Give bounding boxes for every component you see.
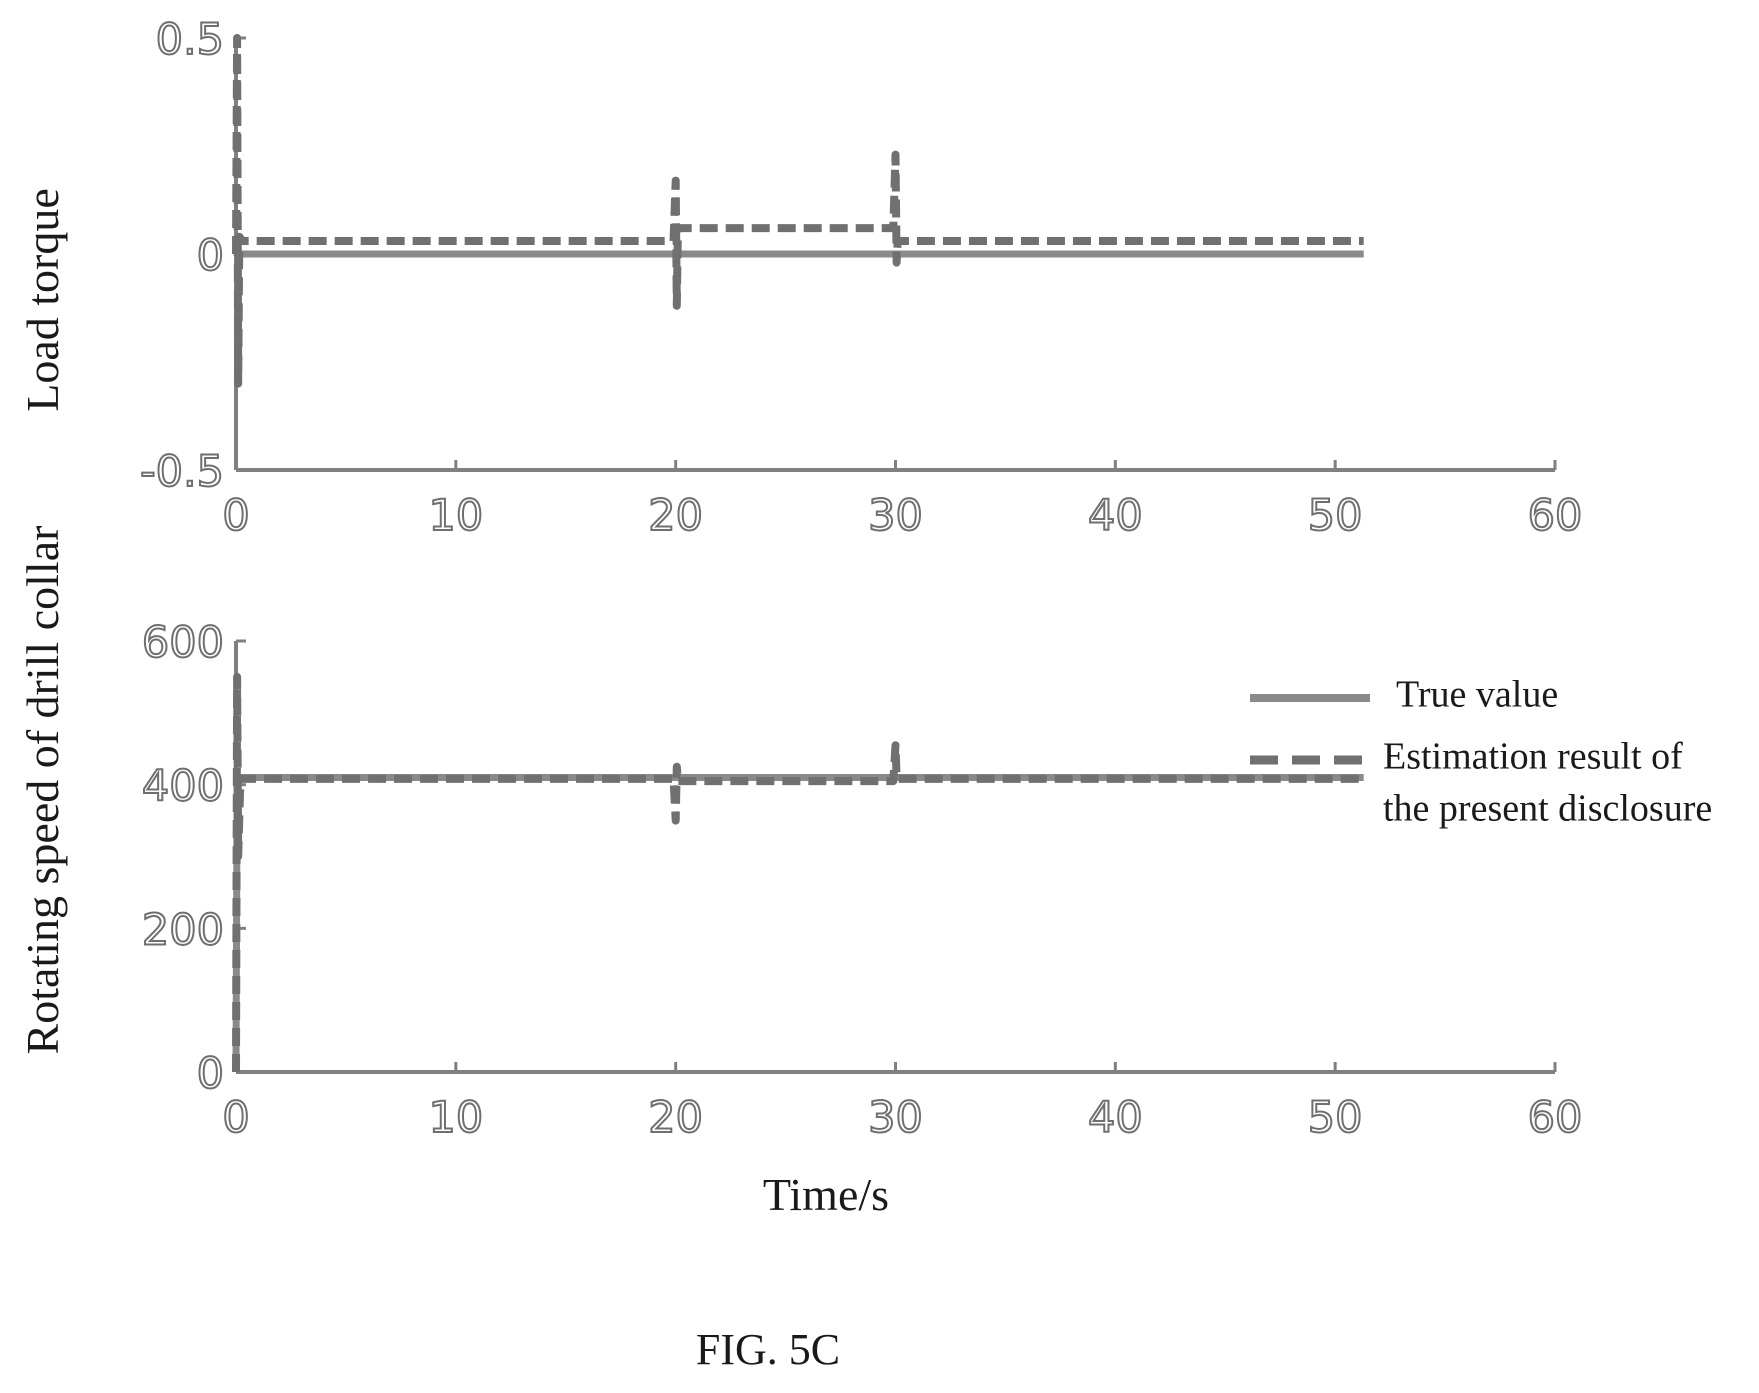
y-tick-label: 0	[197, 1049, 224, 1099]
true-value-series-line	[232, 774, 1364, 1073]
x-tick-label: 40	[1088, 1093, 1143, 1143]
rotating-speed-y-axis-title: Rotating speed of drill collar	[17, 526, 68, 1055]
estimation-series-line	[232, 672, 1364, 1073]
x-tick-label: 10	[428, 1093, 483, 1143]
estimation-series-line	[232, 34, 1364, 388]
x-tick-label: 20	[648, 491, 703, 541]
x-tick-label: 0	[222, 491, 249, 541]
y-tick-label: 0.5	[156, 15, 224, 65]
x-tick-label: 20	[648, 1093, 703, 1143]
y-tick-label: -0.5	[140, 447, 224, 497]
rotating-speed-series	[232, 672, 1364, 1073]
x-tick-label: 30	[868, 491, 923, 541]
legend-estimation-label-line-2: the present disclosure	[1383, 788, 1712, 830]
x-tick-label: 50	[1308, 1093, 1363, 1143]
x-tick-label: 0	[222, 1093, 249, 1143]
x-tick-label: 40	[1088, 491, 1143, 541]
load-torque-series	[232, 34, 1364, 388]
y-tick-label: 0	[197, 231, 224, 281]
y-tick-label: 200	[142, 905, 224, 955]
time-x-axis-title: Time/s	[763, 1169, 889, 1220]
y-tick-label: 400	[142, 762, 224, 812]
load-torque-tick-labels: 0 10 20 30 40 50 60-0.500.5	[139, 14, 1583, 542]
x-tick-label: 10	[428, 491, 483, 541]
x-tick-label: 50	[1308, 491, 1363, 541]
legend-estimation-label-line-1: Estimation result of	[1383, 736, 1683, 778]
x-tick-label: 30	[868, 1093, 923, 1143]
legend: True value Estimation result of the pres…	[1250, 674, 1712, 830]
y-tick-label: 600	[142, 618, 224, 668]
load-torque-chart: 0 10 20 30 40 50 60-0.500.5 Load torque	[17, 14, 1583, 542]
load-torque-y-axis-title: Load torque	[17, 188, 68, 412]
rotating-speed-axes	[234, 639, 1557, 1074]
legend-true-value-label: True value	[1396, 674, 1558, 716]
figure-caption: FIG. 5C	[696, 1325, 840, 1374]
x-tick-label: 60	[1528, 491, 1583, 541]
x-tick-label: 60	[1528, 1093, 1583, 1143]
